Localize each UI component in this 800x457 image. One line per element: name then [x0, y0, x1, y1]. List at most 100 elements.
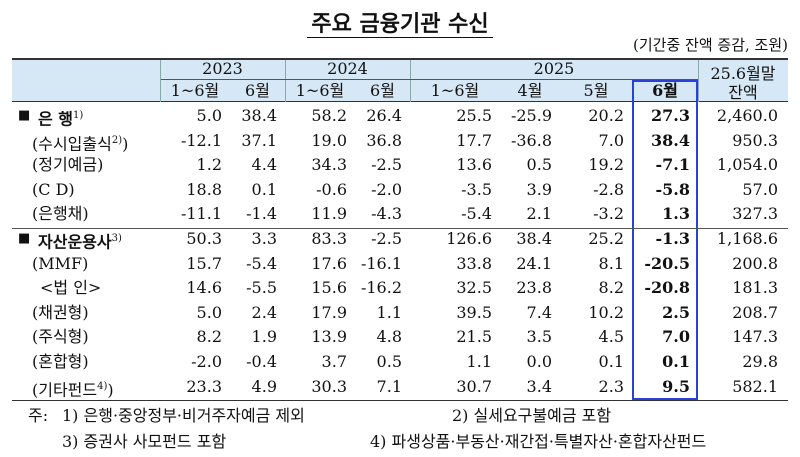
cell-value: 50.3: [186, 229, 222, 248]
cell-value: -1.3: [655, 229, 690, 248]
cell-value: -3.2: [593, 204, 624, 224]
header-divider: [410, 60, 411, 102]
row-label-text: (MMF): [32, 253, 89, 273]
cell-value: 4.9: [251, 376, 277, 396]
cell-value: 0.1: [251, 179, 277, 199]
cell-value: -20.5: [644, 253, 690, 273]
header-sub: 6월: [370, 81, 395, 100]
footnote-prefix: 주:: [28, 406, 49, 425]
cell-value: 0.5: [376, 352, 402, 371]
cell-value: -0.4: [246, 352, 277, 371]
cell-value: 25.5: [456, 106, 492, 125]
cell-value: 25.2: [588, 229, 624, 248]
cell-value: 11.9: [311, 204, 347, 224]
header-divider: [285, 60, 286, 102]
cell-value: 19.0: [311, 130, 347, 150]
header-sub: 5월: [583, 81, 609, 100]
cell-value: 2.3: [598, 376, 624, 396]
cell-value: 10.2: [588, 302, 624, 322]
cell-value: -0.6: [316, 179, 347, 199]
title-text: 주요 금융기관 수신: [307, 11, 493, 38]
cell-value: 4.4: [251, 155, 277, 175]
bullet: ■: [18, 108, 31, 123]
row-note: 3): [111, 233, 122, 244]
cell-value: 8.2: [598, 278, 624, 298]
row-label: (정기예금): [32, 153, 103, 177]
cell-value: 0.5: [526, 155, 552, 175]
row-label-text: <법 인>: [40, 278, 102, 298]
cell-value: 0.0: [526, 352, 552, 371]
cell-value: -4.3: [371, 204, 402, 224]
cell-value: 39.5: [456, 302, 492, 322]
footnote: 1) 은행·중앙정부·비거주자예금 제외: [62, 406, 305, 425]
cell-value: -5.4: [246, 253, 277, 273]
header-sub: 4월: [517, 81, 543, 100]
footnote: 4) 파생상품·부동산·재간접·특별자산·혼합자산펀드: [370, 432, 707, 451]
cell-value: 2.4: [251, 302, 277, 322]
row-label: (수시입출식2)): [32, 129, 128, 156]
row-note: 4): [97, 380, 108, 392]
cell-value: 29.8: [742, 352, 778, 371]
footnote: 3) 증권사 사모펀드 포함: [62, 432, 227, 451]
header-sub: 1~6월: [170, 81, 220, 100]
cell-value: -5.8: [655, 179, 690, 199]
row-label-tail: ): [122, 133, 129, 153]
row-note: 2): [111, 134, 123, 146]
cell-value: -2.8: [593, 179, 624, 199]
cell-value: 83.3: [311, 229, 347, 248]
group-separator: [12, 228, 788, 229]
cell-value: 24.1: [516, 253, 552, 273]
cell-value: -3.5: [461, 179, 492, 199]
row-label: (기타펀드4)): [32, 375, 114, 402]
cell-value: -5.4: [461, 204, 492, 224]
cell-value: 17.6: [311, 253, 347, 273]
header-group: 2023: [160, 58, 285, 80]
cell-value: 1.1: [376, 302, 402, 322]
row-label-text: (채권형): [32, 302, 89, 322]
cell-value: 7.4: [526, 302, 552, 322]
row-label: (주식형): [32, 325, 89, 349]
cell-value: -16.1: [360, 253, 402, 273]
cell-value: 17.7: [456, 130, 492, 150]
row-label-text: (은행채): [32, 204, 89, 224]
cell-value: -25.9: [510, 106, 552, 125]
cell-value: 23.3: [186, 376, 222, 396]
header-sub: 1~6월: [295, 81, 345, 100]
cell-value: 582.1: [732, 376, 778, 396]
row-label: 자산운용사3): [38, 227, 122, 254]
row-label-text: (정기예금): [32, 155, 104, 175]
cell-value: 38.4: [241, 106, 277, 125]
cell-value: -2.5: [371, 155, 402, 175]
row-label-text: (수시입출식: [32, 133, 112, 153]
cell-value: 2,460.0: [716, 106, 778, 125]
header-sub: 6월: [652, 81, 678, 100]
cell-value: 13.9: [311, 327, 347, 347]
footnote: 2) 실세요구불예금 포함: [452, 406, 612, 425]
cell-value: -1.4: [246, 204, 277, 224]
header-last: 25.6월말: [710, 64, 776, 83]
cell-value: -2.5: [371, 229, 402, 248]
unit: (기간중 잔액 증감, 조원): [633, 36, 788, 54]
cell-value: 3.9: [526, 179, 552, 199]
cell-value: 32.5: [456, 278, 492, 298]
header-sub: 6월: [245, 81, 270, 100]
cell-value: 950.3: [732, 130, 778, 150]
row-label: (채권형): [32, 301, 89, 325]
cell-value: 208.7: [732, 302, 778, 322]
cell-value: -2.0: [191, 352, 222, 371]
cell-value: 7.0: [598, 130, 624, 150]
row-label: <법 인>: [40, 276, 101, 300]
header-last: 잔액: [728, 83, 758, 102]
title: 주요 금융기관 수신: [0, 6, 800, 38]
row-label-text: (기타펀드: [32, 379, 98, 399]
cell-value: 3.3: [251, 229, 277, 248]
table-bottom: [12, 400, 788, 401]
cell-value: 23.8: [516, 278, 552, 298]
cell-value: 9.5: [662, 376, 690, 396]
cell-value: 3.4: [526, 376, 552, 396]
cell-value: -11.1: [180, 204, 222, 224]
cell-value: 33.8: [456, 253, 492, 273]
cell-value: 17.9: [311, 302, 347, 322]
cell-value: 147.3: [732, 327, 778, 347]
